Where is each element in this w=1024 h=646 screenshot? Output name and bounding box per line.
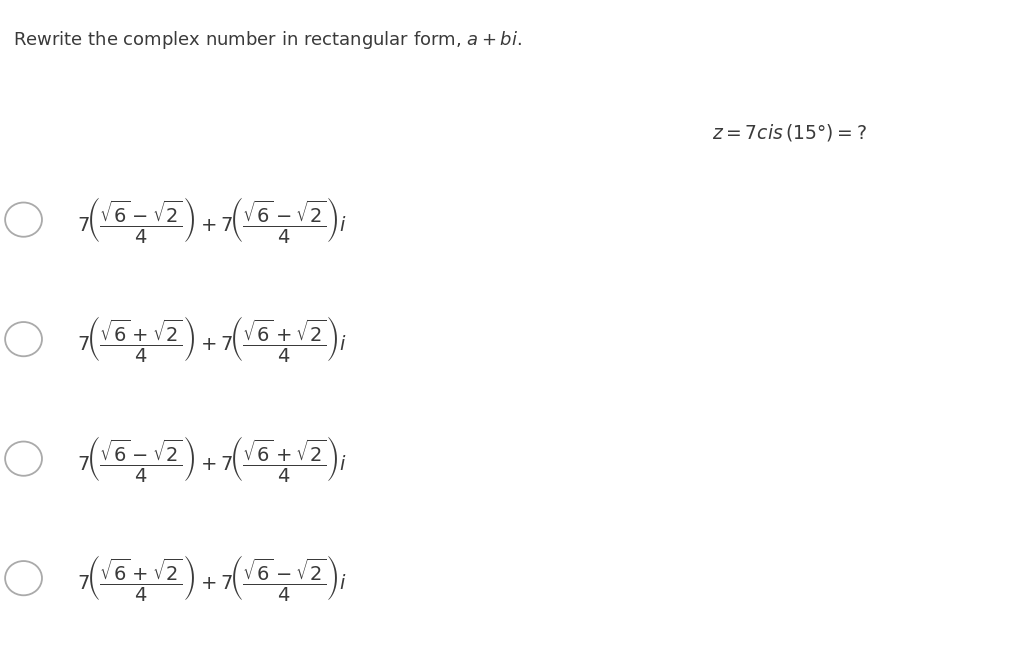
Text: $7\!\left(\dfrac{\sqrt{6}+\sqrt{2}}{4}\right)+7\!\left(\dfrac{\sqrt{6}-\sqrt{2}}: $7\!\left(\dfrac{\sqrt{6}+\sqrt{2}}{4}\r… bbox=[77, 553, 347, 603]
Text: $7\!\left(\dfrac{\sqrt{6}+\sqrt{2}}{4}\right)+7\!\left(\dfrac{\sqrt{6}+\sqrt{2}}: $7\!\left(\dfrac{\sqrt{6}+\sqrt{2}}{4}\r… bbox=[77, 314, 347, 364]
Text: $7\!\left(\dfrac{\sqrt{6}-\sqrt{2}}{4}\right)+7\!\left(\dfrac{\sqrt{6}+\sqrt{2}}: $7\!\left(\dfrac{\sqrt{6}-\sqrt{2}}{4}\r… bbox=[77, 433, 347, 484]
Text: $z = 7\mathit{cis}\,(15°) = ?$: $z = 7\mathit{cis}\,(15°) = ?$ bbox=[712, 122, 866, 143]
Text: Rewrite the complex number in rectangular form, $a + bi$.: Rewrite the complex number in rectangula… bbox=[13, 29, 522, 51]
Text: $7\!\left(\dfrac{\sqrt{6}-\sqrt{2}}{4}\right)+7\!\left(\dfrac{\sqrt{6}-\sqrt{2}}: $7\!\left(\dfrac{\sqrt{6}-\sqrt{2}}{4}\r… bbox=[77, 194, 347, 245]
